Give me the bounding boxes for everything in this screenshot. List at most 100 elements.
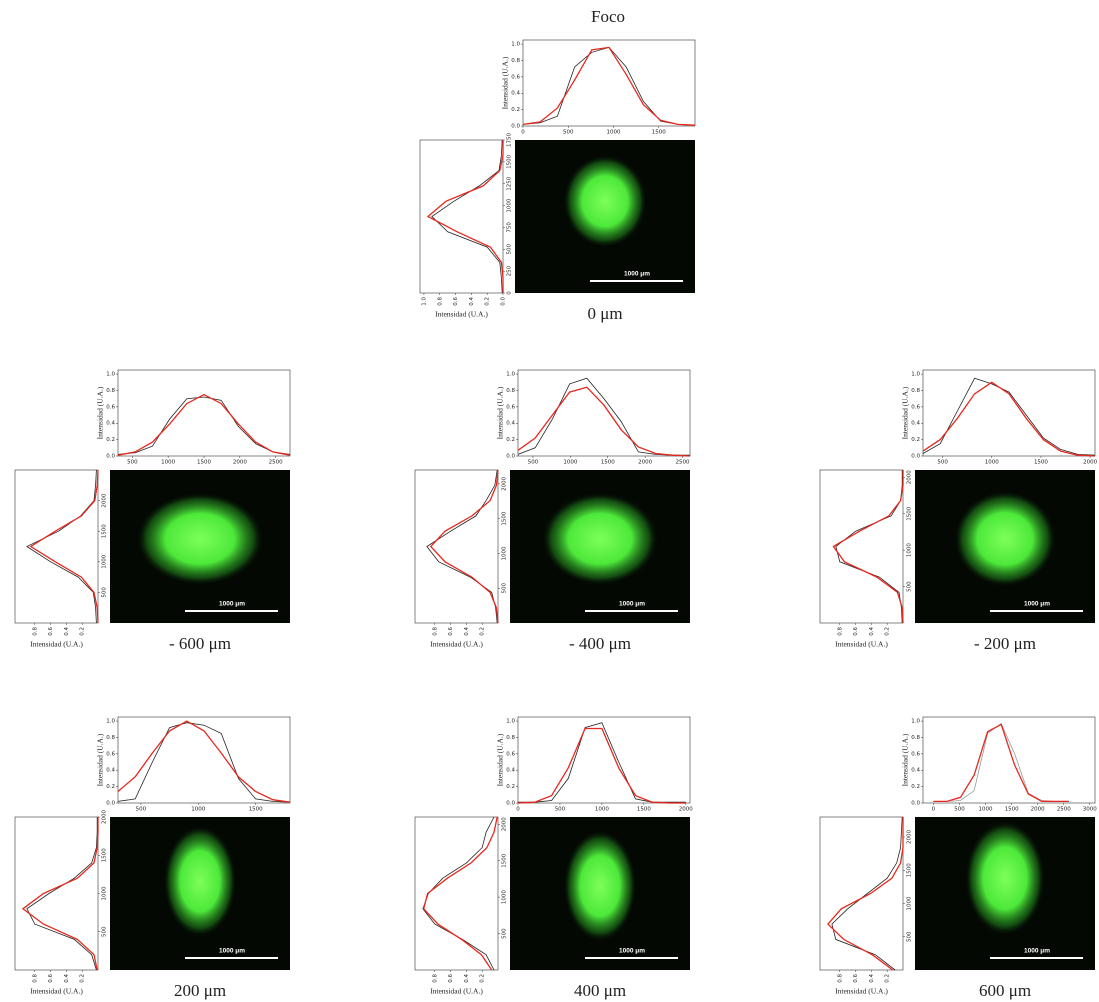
plot-frame — [517, 716, 691, 804]
x-tick-label: 1000 — [979, 807, 993, 813]
x-tick-label: 0.4 — [869, 627, 875, 636]
scale-bar-label: 1000 μm — [619, 601, 645, 608]
y-tick-label: 0.2 — [506, 784, 515, 790]
y-tick-label: 1500 — [102, 524, 108, 538]
y-tick-label: 0.4 — [506, 768, 515, 774]
x-tick-label: 0.2 — [885, 627, 891, 636]
x-tick-label: 1000 — [607, 130, 621, 136]
y-tick-label: 0.2 — [911, 784, 920, 790]
profile-line — [429, 469, 499, 624]
y-tick-label: 1000 — [102, 554, 108, 568]
profile-line — [517, 386, 691, 457]
profile-line — [426, 140, 504, 293]
plot-frame — [414, 816, 499, 971]
y-tick-label: 1.0 — [106, 719, 115, 725]
profile-line — [431, 139, 503, 294]
caption: 400 μm — [574, 981, 626, 1000]
caption: 0 μm — [587, 304, 622, 323]
x-tick-label: 0.2 — [885, 974, 891, 983]
y-tick-label: 0.0 — [506, 801, 515, 807]
y-tick-label: 500 — [907, 931, 913, 942]
x-tick-label: 0 — [521, 130, 525, 136]
x-tick-label: 500 — [954, 807, 965, 813]
y-tick-label: 0.6 — [106, 751, 115, 757]
y-tick-label: 0.0 — [511, 124, 520, 130]
x-tick-label: 500 — [127, 460, 138, 466]
x-tick-label: 0.8 — [432, 974, 438, 983]
y-tick-label: 0.0 — [911, 454, 920, 460]
x-tick-label: 0.2 — [480, 627, 486, 636]
x-axis-label: Intensidad (U.A.) — [430, 640, 483, 649]
y-tick-label: 0.8 — [106, 735, 115, 741]
y-axis-label: Intensidad (U.A.) — [901, 733, 910, 786]
y-tick-label: 2000 — [502, 817, 508, 831]
x-tick-label: 0.8 — [837, 974, 843, 983]
x-axis-label: Intensidad (U.A.) — [430, 987, 483, 996]
caption: - 400 μm — [569, 634, 631, 653]
x-tick-label: 0.4 — [464, 974, 470, 983]
y-tick-label: 0.2 — [106, 437, 115, 443]
scale-bar-label: 1000 μm — [624, 271, 650, 278]
y-tick-label: 0.4 — [106, 768, 115, 774]
x-tick-label: 0.2 — [485, 297, 491, 306]
x-axis-label: Intensidad (U.A.) — [835, 987, 888, 996]
y-tick-label: 1000 — [907, 896, 913, 910]
x-tick-label: 0.4 — [869, 974, 875, 983]
x-tick-label: 0.2 — [80, 974, 86, 983]
profile-line — [117, 720, 291, 803]
y-tick-label: 1.0 — [506, 372, 515, 378]
y-axis-label: Intensidad (U.A.) — [501, 56, 510, 109]
y-tick-label: 500 — [502, 928, 508, 939]
profile-line — [827, 817, 904, 971]
profile-line — [933, 723, 1069, 803]
y-tick-label: 0.0 — [106, 454, 115, 460]
profile-line — [522, 46, 696, 126]
scale-bar-label: 1000 μm — [219, 601, 245, 608]
y-tick-label: 1500 — [907, 863, 913, 877]
x-tick-label: 1000 — [563, 460, 577, 466]
y-tick-label: 250 — [507, 265, 513, 276]
y-tick-label: 1500 — [502, 853, 508, 867]
y-axis-label: Intensidad (U.A.) — [96, 386, 105, 439]
x-tick-label: 0.8 — [437, 297, 443, 306]
figure-title: Foco — [591, 7, 625, 26]
y-tick-label: 1.0 — [511, 42, 520, 48]
y-tick-label: 0.4 — [911, 421, 920, 427]
y-tick-label: 2000 — [102, 493, 108, 507]
beam-spot — [137, 492, 263, 585]
x-tick-label: 2000 — [638, 460, 652, 466]
beam-spot — [954, 491, 1056, 587]
y-tick-label: 1000 — [507, 198, 513, 212]
y-tick-label: 0.8 — [911, 388, 920, 394]
beam-spot — [164, 826, 236, 937]
y-tick-label: 500 — [907, 581, 913, 592]
y-tick-label: 0.2 — [911, 437, 920, 443]
y-tick-label: 0.6 — [106, 404, 115, 410]
beam-spot — [542, 492, 658, 585]
caption: 600 μm — [979, 981, 1031, 1000]
scale-bar-label: 1000 μm — [1024, 948, 1050, 955]
plot-frame — [522, 39, 696, 127]
x-tick-label: 2000 — [679, 807, 693, 813]
x-tick-label: 2500 — [1057, 807, 1071, 813]
x-tick-label: 0 — [516, 807, 520, 813]
profile-line — [518, 722, 686, 803]
profile-line — [117, 722, 291, 803]
x-tick-label: 0.4 — [469, 297, 475, 306]
y-tick-label: 0.8 — [106, 388, 115, 394]
x-tick-label: 1500 — [1005, 807, 1019, 813]
profile-line — [933, 722, 1069, 802]
x-tick-label: 0.0 — [501, 297, 507, 306]
y-tick-label: 0.8 — [911, 735, 920, 741]
y-tick-label: 0.4 — [506, 421, 515, 427]
x-tick-label: 0.6 — [448, 627, 454, 636]
y-tick-label: 1.0 — [506, 719, 515, 725]
y-tick-label: 1.0 — [911, 372, 920, 378]
x-tick-label: 0.6 — [853, 627, 859, 636]
plot-frame — [419, 139, 504, 294]
x-tick-label: 0.6 — [453, 297, 459, 306]
caption: - 200 μm — [974, 634, 1036, 653]
profile-line — [517, 377, 690, 456]
x-tick-label: 2000 — [1083, 460, 1097, 466]
caption: 200 μm — [174, 981, 226, 1000]
